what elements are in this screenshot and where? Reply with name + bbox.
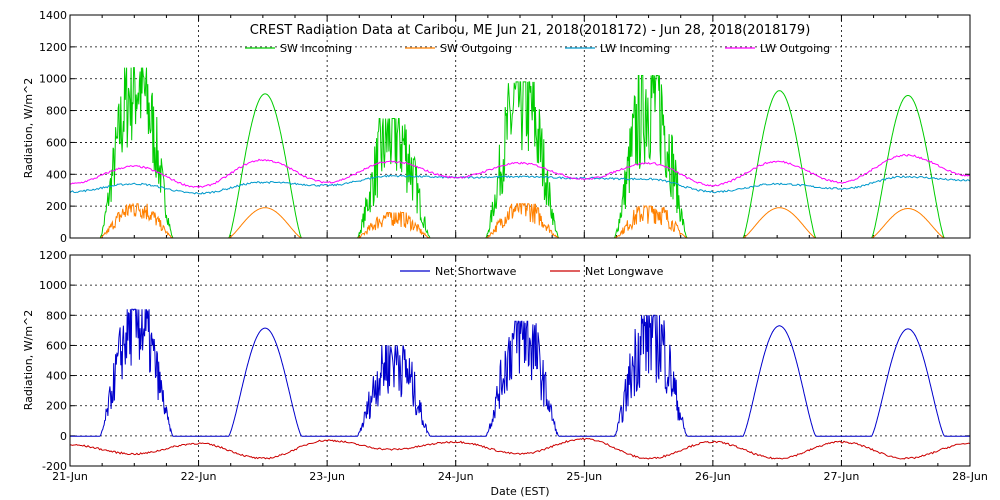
y-tick-label: 800	[46, 105, 67, 118]
y-tick-label: 600	[46, 136, 67, 149]
legend-label: SW Incoming	[280, 42, 352, 55]
x-tick-label: 22-Jun	[181, 470, 217, 483]
series-line-sw-outgoing	[70, 202, 970, 239]
y-tick-label: 400	[46, 370, 67, 383]
legend-label: Net Longwave	[585, 265, 664, 278]
x-axis-label: Date (EST)	[490, 485, 549, 498]
y-tick-label: 1000	[39, 279, 67, 292]
series-line-lw-outgoing	[69, 153, 971, 189]
x-tick-label: 28-Jun	[952, 470, 988, 483]
x-tick-label: 25-Jun	[566, 470, 602, 483]
top-gridlines	[70, 15, 970, 238]
y-tick-label: 200	[46, 200, 67, 213]
y-tick-label: 800	[46, 309, 67, 322]
legend-label: Net Shortwave	[435, 265, 517, 278]
legend-label: LW Outgoing	[760, 42, 830, 55]
y-tick-label: 200	[46, 400, 67, 413]
x-tick-label: 23-Jun	[309, 470, 345, 483]
series-line-net-shortwave	[70, 308, 970, 437]
top-series-group	[69, 67, 971, 239]
y-tick-label: 0	[60, 232, 67, 245]
x-tick-label: 24-Jun	[438, 470, 474, 483]
x-tick-label: 21-Jun	[52, 470, 88, 483]
y-tick-label: -200	[42, 460, 67, 473]
top-plot-frame	[69, 14, 971, 239]
bottom-plot-frame	[69, 254, 971, 467]
series-line-net-longwave	[69, 437, 971, 460]
top-y-axis-label: Radiation, W/m^2	[22, 78, 35, 179]
bottom-y-axis-label: Radiation, W/m^2	[22, 310, 35, 411]
bottom-panel: -200 0 200 400 600 800 1000 1200 21-Jun 22-Jun 23…	[22, 249, 988, 498]
y-tick-label: 600	[46, 339, 67, 352]
y-tick-label: 1200	[39, 249, 67, 262]
series-line-lw-incoming	[69, 174, 971, 195]
x-tick-label: 27-Jun	[824, 470, 860, 483]
y-tick-label: 400	[46, 168, 67, 181]
y-tick-label: 1000	[39, 73, 67, 86]
top-y-axis: 0 200 400 600 800 1000 1200 1400	[39, 9, 970, 245]
y-tick-label: 0	[60, 430, 67, 443]
legend-label: SW Outgoing	[440, 42, 512, 55]
top-x-axis-ticks	[69, 15, 971, 238]
bottom-legend: Net Shortwave Net Longwave	[400, 265, 664, 278]
bottom-x-axis: 21-Jun 22-Jun 23-Jun 24-Jun 25-Jun 26-Jun 27-J…	[52, 255, 988, 483]
x-tick-label: 26-Jun	[695, 470, 731, 483]
y-tick-label: 1400	[39, 9, 67, 22]
legend-label: LW Incoming	[600, 42, 670, 55]
series-line-sw-incoming	[70, 67, 970, 239]
top-legend: SW Incoming SW Outgoing LW Incoming LW Outg…	[245, 42, 830, 55]
top-panel: 0 200 400 600 800 1000 1200 1400 CREST Radiatio…	[22, 9, 971, 245]
chart-title: CREST Radiation Data at Caribou, ME Jun …	[250, 23, 811, 38]
bottom-series-group	[69, 308, 971, 460]
bottom-y-axis: -200 0 200 400 600 800 1000 1200	[39, 249, 970, 473]
y-tick-label: 1200	[39, 41, 67, 54]
